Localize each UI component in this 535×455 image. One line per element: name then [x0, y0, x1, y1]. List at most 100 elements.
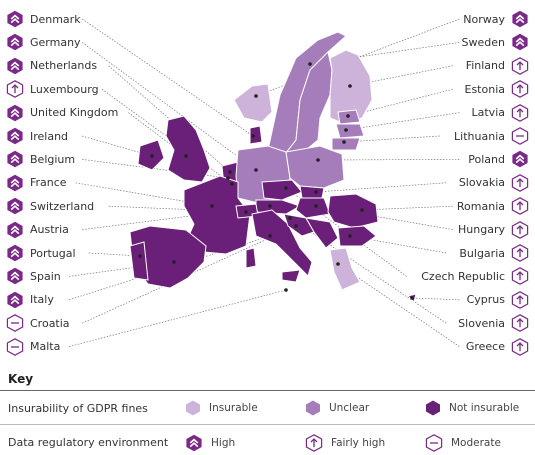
country-label-malta: Malta	[30, 340, 61, 354]
key-high: High	[185, 434, 235, 452]
country-label-netherlands: Netherlands	[30, 59, 98, 73]
high-icon	[6, 221, 24, 239]
country-label-czech-republic: Czech Republic	[421, 269, 505, 283]
marker-belgium	[226, 176, 230, 180]
key-title: Key	[8, 372, 34, 386]
high-icon	[6, 244, 24, 262]
country-label-bulgaria: Bulgaria	[459, 246, 505, 260]
marker-croatia	[294, 224, 298, 228]
country-row-hungary: Hungary	[452, 220, 529, 240]
unclear-swatch-icon	[305, 400, 321, 416]
region-lithuania	[331, 137, 361, 151]
country-label-slovakia: Slovakia	[458, 176, 505, 190]
region-greece	[329, 247, 361, 291]
high-icon	[511, 33, 529, 51]
fairly-high-icon	[511, 337, 529, 356]
country-label-latvia: Latvia	[471, 106, 506, 120]
region-balkans	[305, 217, 339, 249]
leader-line-latvia	[345, 112, 460, 131]
country-row-slovenia: Slovenia	[452, 313, 529, 333]
country-row-norway: Norway	[457, 9, 529, 29]
country-row-denmark: Denmark	[6, 9, 87, 29]
high-icon	[6, 174, 24, 192]
country-markers	[138, 62, 414, 300]
country-row-austria: Austria	[6, 220, 75, 240]
country-row-malta: Malta	[6, 337, 66, 357]
key-insurable: Insurable	[185, 400, 258, 416]
high-icon	[6, 10, 24, 28]
country-label-croatia: Croatia	[30, 316, 70, 330]
moderate-icon	[6, 314, 24, 333]
key-insurability-title: Insurability of GDPR fines	[8, 402, 148, 415]
leader-line-hungary	[315, 205, 453, 230]
country-row-lithuania: Lithuania	[448, 126, 529, 146]
marker-hungary	[314, 204, 318, 208]
region-portugal	[129, 241, 149, 281]
high-icon	[6, 127, 24, 145]
insurable-swatch-icon	[185, 400, 201, 416]
country-row-croatia: Croatia	[6, 313, 76, 333]
country-label-ireland: Ireland	[30, 129, 69, 143]
region-slovakia	[299, 185, 325, 199]
country-label-poland: Poland	[468, 152, 505, 166]
leader-line-cyprus	[411, 297, 460, 301]
marker-switzerland	[244, 210, 248, 214]
country-row-switzerland: Switzerland	[6, 196, 100, 216]
country-label-switzerland: Switzerland	[30, 199, 95, 213]
marker-cyprus	[410, 296, 414, 300]
high-icon	[511, 10, 529, 28]
country-row-belgium: Belgium	[6, 149, 81, 169]
country-label-italy: Italy	[30, 293, 54, 307]
country-label-slovenia: Slovenia	[458, 316, 505, 330]
moderate-icon	[425, 434, 443, 452]
country-label-hungary: Hungary	[458, 223, 505, 237]
region-romania	[327, 193, 379, 229]
country-row-united-kingdom: United Kingdom	[6, 103, 124, 123]
high-icon	[6, 267, 24, 285]
high-icon	[185, 434, 203, 452]
marker-france	[210, 204, 214, 208]
country-label-united-kingdom: United Kingdom	[30, 106, 119, 120]
marker-portugal	[138, 254, 142, 258]
key-not-insurable-label: Not insurable	[449, 402, 520, 414]
moderate-icon	[6, 337, 24, 356]
fairly-high-icon	[511, 80, 529, 99]
marker-germany	[254, 168, 258, 172]
leader-line-czech-republic	[285, 187, 407, 277]
marker-poland	[316, 158, 320, 162]
leader-line-netherlands	[108, 65, 231, 173]
key-divider	[0, 390, 535, 391]
marker-lithuania	[342, 140, 346, 144]
fairly-high-icon	[511, 56, 529, 75]
fairly-high-icon	[511, 267, 529, 286]
leader-line-greece	[337, 263, 460, 347]
region-poland	[285, 145, 345, 189]
country-row-netherlands: Netherlands	[6, 56, 103, 76]
fairly-high-icon	[305, 434, 323, 452]
region-norway-w	[233, 83, 273, 123]
marker-netherlands	[228, 170, 232, 174]
marker-czech-republic	[284, 186, 288, 190]
marker-romania	[360, 208, 364, 212]
region-sardinia	[245, 247, 257, 269]
leader-line-romania	[361, 205, 453, 211]
key-panel: Key Insurability of GDPR fines Insurable…	[0, 370, 535, 454]
marker-norway	[254, 94, 258, 98]
marker-estonia	[346, 114, 350, 118]
marker-bulgaria	[348, 234, 352, 238]
country-row-spain: Spain	[6, 266, 67, 286]
high-icon	[511, 150, 529, 168]
country-row-latvia: Latvia	[466, 103, 530, 123]
country-row-luxembourg: Luxembourg	[6, 79, 105, 99]
key-insurable-label: Insurable	[209, 402, 258, 414]
region-hungary	[295, 197, 331, 219]
region-sicily	[281, 269, 301, 283]
country-row-czech-republic: Czech Republic	[415, 266, 529, 286]
fairly-high-icon	[6, 80, 24, 99]
marker-finland	[348, 84, 352, 88]
country-label-portugal: Portugal	[30, 246, 76, 260]
marker-sweden	[308, 62, 312, 66]
key-row-divider	[0, 424, 535, 425]
marker-malta	[284, 288, 288, 292]
marker-latvia	[344, 128, 348, 132]
